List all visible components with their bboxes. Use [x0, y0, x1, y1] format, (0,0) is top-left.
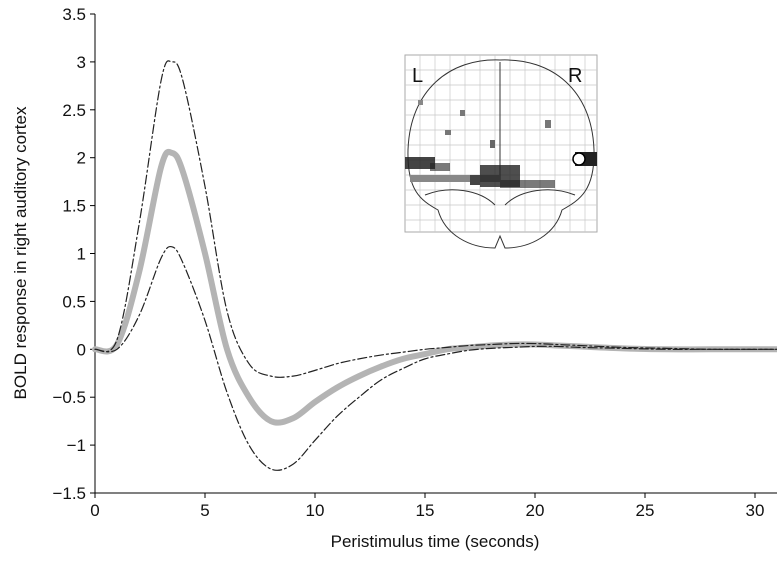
x-tick-label: 5	[200, 501, 209, 520]
y-tick-label: 0.5	[62, 292, 86, 311]
x-tick-label: 25	[636, 501, 655, 520]
y-axis-label: BOLD response in right auditory cortex	[11, 106, 30, 399]
x-tick-label: 30	[746, 501, 765, 520]
series-line	[92, 148, 777, 426]
x-axis-label: Peristimulus time (seconds)	[331, 532, 540, 551]
y-tick-label: 0	[77, 340, 86, 359]
y-tick-label: −1.5	[52, 484, 86, 503]
annotation: L	[412, 65, 423, 87]
series-line	[94, 245, 777, 471]
y-tick-label: −0.5	[52, 388, 86, 407]
y-tick-label: 2.5	[62, 101, 86, 120]
x-tick-label: 0	[90, 501, 99, 520]
y-tick-label: 1.5	[62, 197, 86, 216]
annotation: R	[568, 65, 582, 87]
brain-inset: L R	[404, 54, 598, 249]
y-tick-label: 3	[77, 53, 86, 72]
y-tick-label: 3.5	[62, 5, 86, 24]
y-tick-label: 2	[77, 149, 86, 168]
x-tick-label: 10	[306, 501, 325, 520]
series-line	[94, 60, 777, 378]
y-tick-label: 1	[77, 245, 86, 264]
x-tick-label: 15	[416, 501, 435, 520]
y-tick-label: −1	[67, 436, 86, 455]
x-tick-label: 20	[526, 501, 545, 520]
